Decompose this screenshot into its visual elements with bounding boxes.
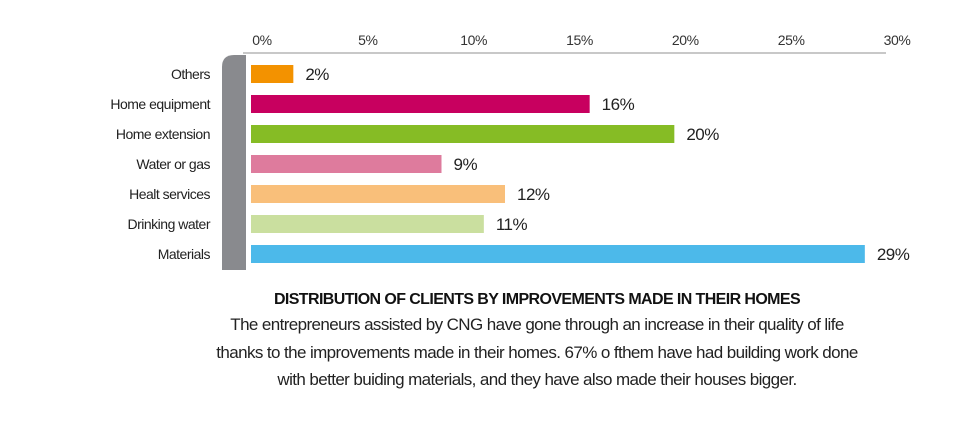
x-tick-label: 25% — [778, 32, 805, 48]
x-tick-label: 20% — [672, 32, 699, 48]
caption: DISTRIBUTION OF CLIENTS BY IMPROVEMENTS … — [137, 289, 937, 394]
chart-title: DISTRIBUTION OF CLIENTS BY IMPROVEMENTS … — [273, 291, 801, 308]
bar — [251, 95, 590, 113]
value-label: 2% — [305, 65, 329, 84]
x-tick-label: 10% — [460, 32, 487, 48]
x-tick-label: 30% — [884, 32, 911, 48]
category-bracket — [222, 55, 246, 270]
category-label: Home equipment — [110, 96, 210, 112]
category-label: Water or gas — [136, 156, 210, 172]
caption-line-2: thanks to the improvements made in their… — [216, 342, 858, 362]
value-label: 16% — [602, 95, 635, 114]
category-label: Materials — [158, 246, 211, 262]
value-label: 29% — [877, 245, 910, 264]
bar — [251, 215, 484, 233]
value-label: 9% — [454, 155, 478, 174]
bars: Others 2% Home equipment 16% Home extension 2… — [110, 65, 910, 264]
category-label: Healt services — [129, 186, 210, 202]
bar — [251, 125, 675, 143]
category-label: Home extension — [116, 126, 210, 142]
x-tick-label: 5% — [358, 32, 377, 48]
x-tick-label: 15% — [566, 32, 593, 48]
bar — [251, 65, 294, 83]
x-tick-label: 0% — [252, 32, 271, 48]
value-label: 12% — [517, 185, 550, 204]
category-label: Others — [171, 66, 211, 82]
value-label: 20% — [686, 125, 719, 144]
caption-line-3: with better buiding materials, and they … — [277, 370, 797, 389]
x-axis-ticks: 0% 5% 10% 15% 20% 25% 30% — [252, 32, 911, 48]
bar — [251, 185, 505, 203]
bar — [251, 155, 442, 173]
value-label: 11% — [496, 215, 528, 234]
bar-chart: 0% 5% 10% 15% 20% 25% 30% Others 2% Home equipme… — [110, 32, 911, 270]
category-label: Drinking water — [128, 216, 211, 232]
caption-line-1: The entrepreneurs assisted by CNG have g… — [230, 315, 844, 334]
bar — [251, 245, 865, 263]
